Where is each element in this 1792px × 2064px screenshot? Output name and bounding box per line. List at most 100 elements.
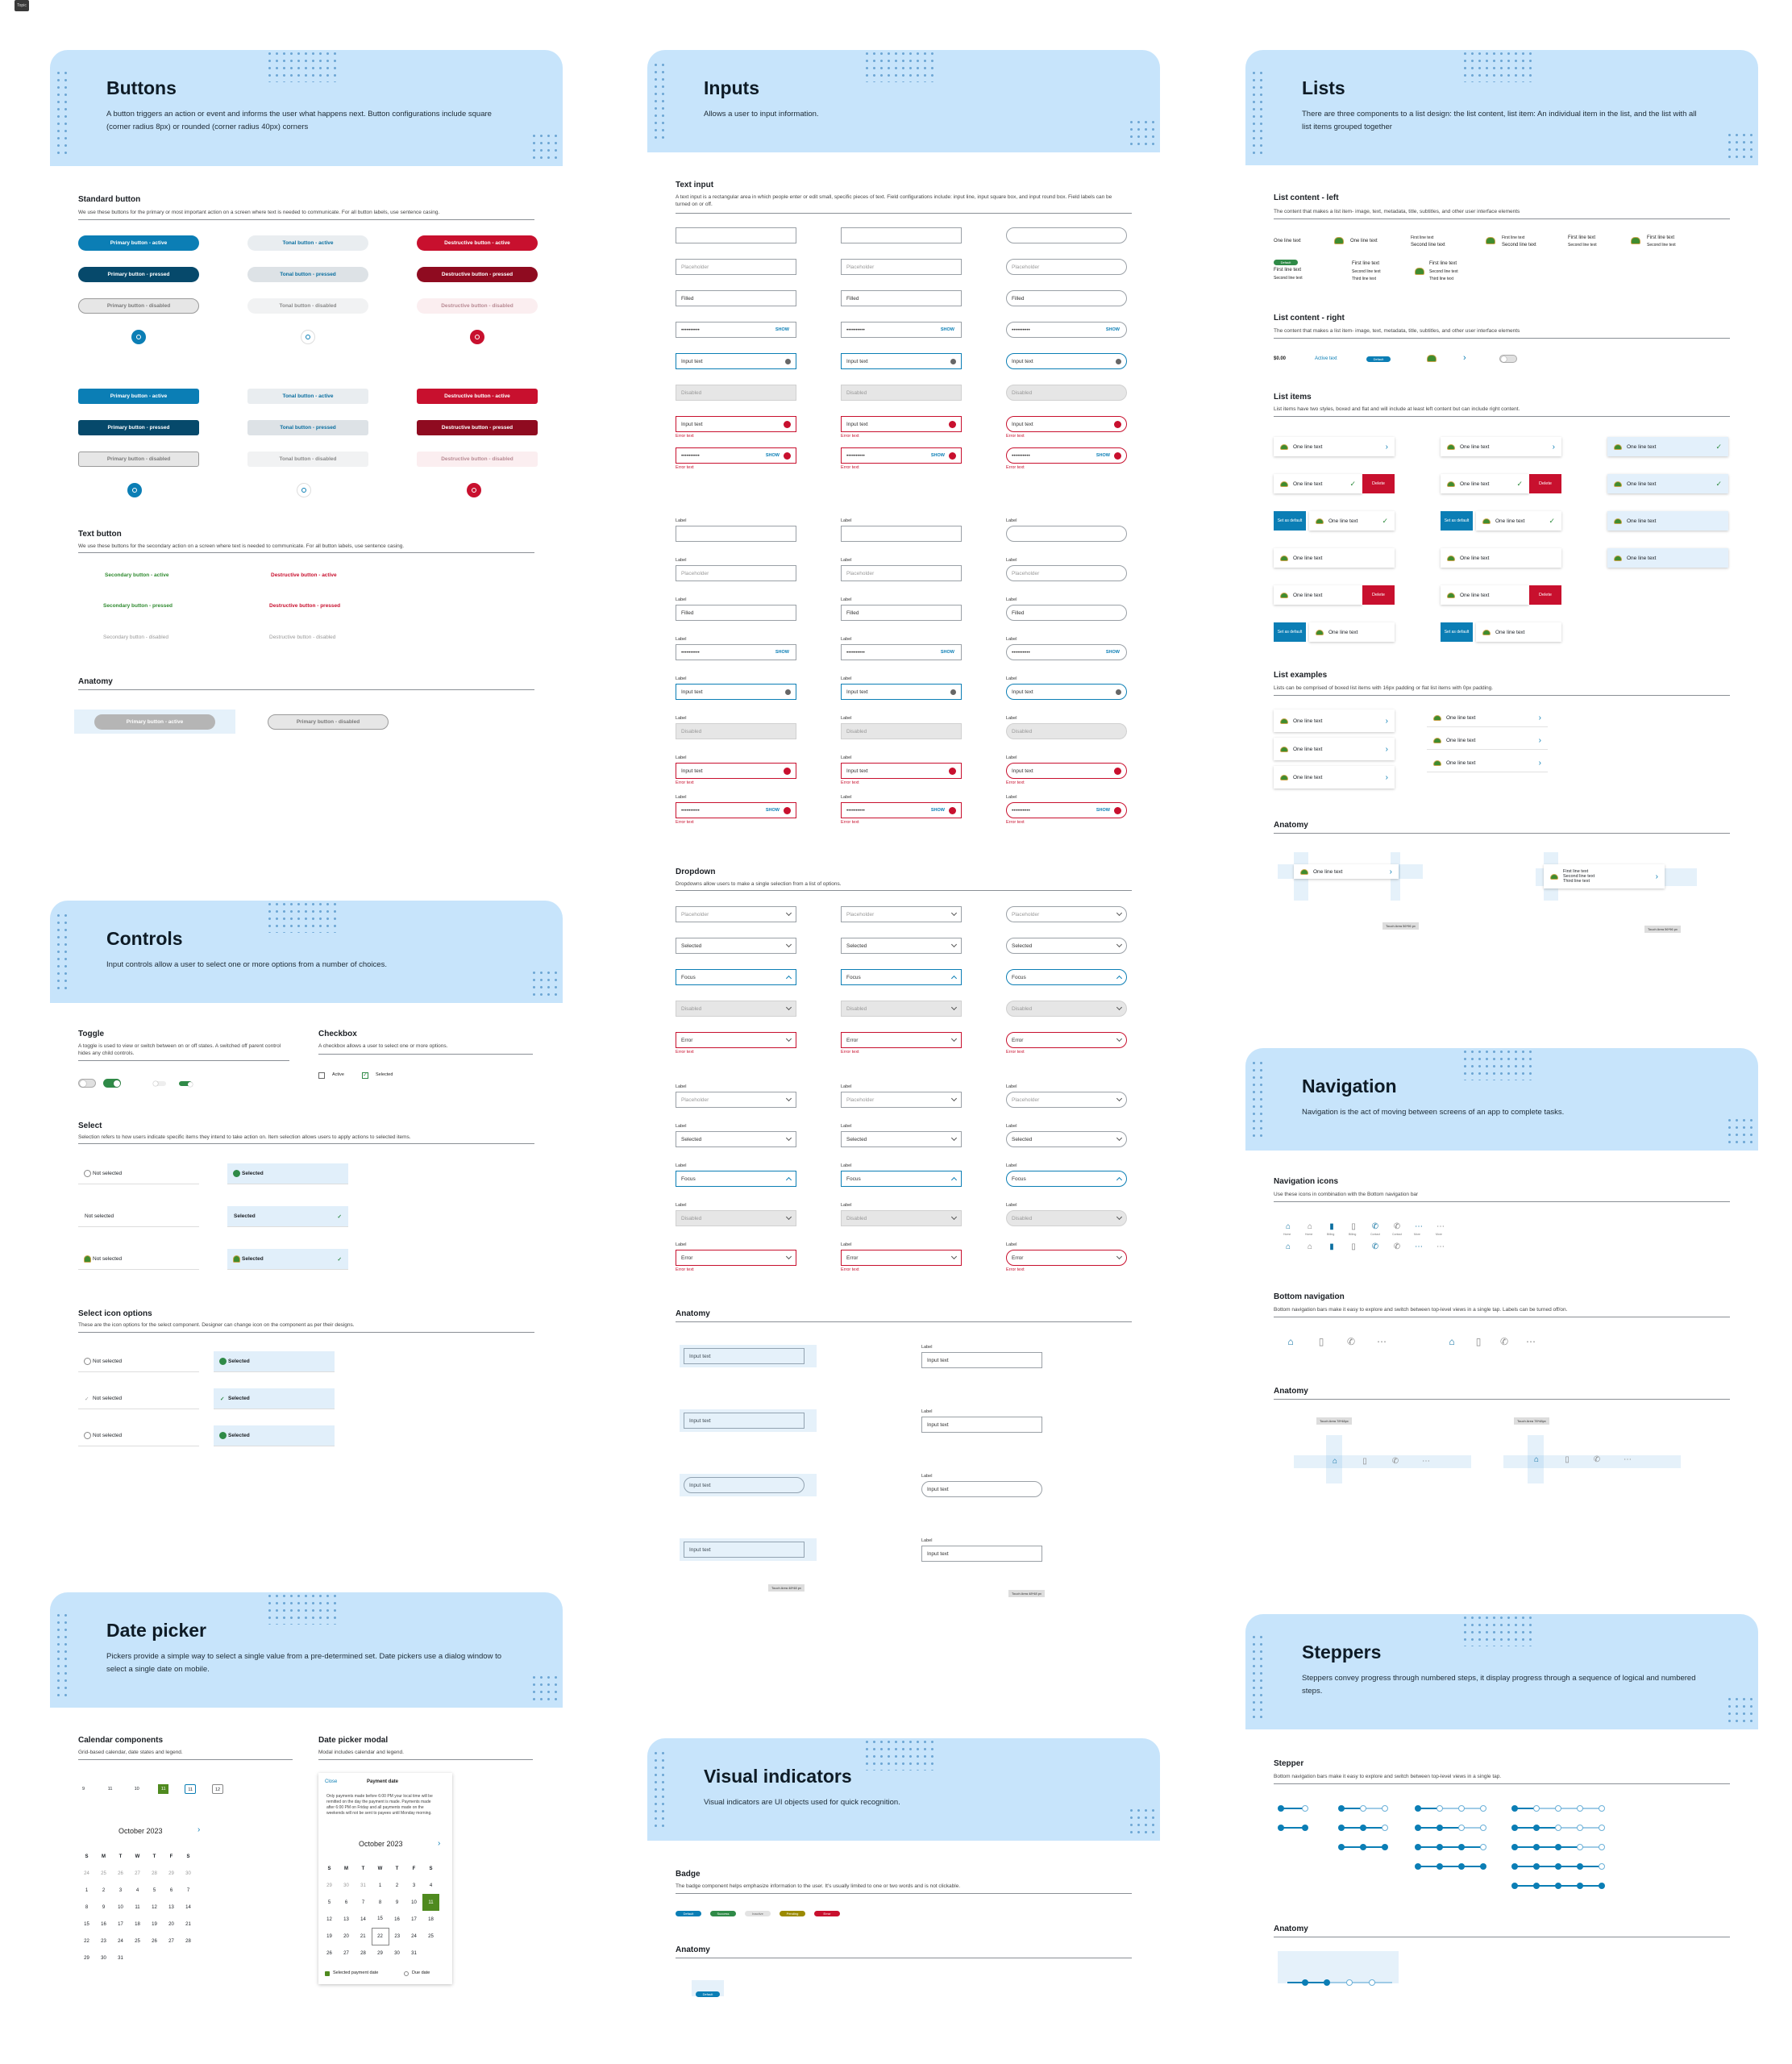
calendar-day[interactable]: 19 <box>152 1921 157 1927</box>
dropdown[interactable]: Disabled <box>1006 1210 1127 1226</box>
dropdown[interactable]: Disabled <box>841 1001 962 1017</box>
text-input[interactable]: Input text <box>676 416 796 432</box>
calendar-day[interactable]: 27 <box>168 1938 174 1944</box>
text-input[interactable]: •••••••••• SHOW <box>1006 644 1127 660</box>
calendar-day[interactable]: 3 <box>412 1883 416 1888</box>
tonal-disabled-button[interactable]: Tonal button - disabled <box>247 298 368 314</box>
calendar-next-icon[interactable]: › <box>197 1825 201 1834</box>
date-state-cell[interactable]: 12 <box>212 1784 223 1794</box>
destructive-icon-button-2[interactable] <box>467 483 481 497</box>
text-input[interactable]: Input text <box>676 684 796 700</box>
calendar-day[interactable]: 2 <box>102 1887 106 1893</box>
billing-outline-icon[interactable]: ▯ <box>1351 1242 1356 1251</box>
calendar-day[interactable]: 31 <box>118 1955 123 1961</box>
dropdown[interactable]: Error <box>841 1032 962 1048</box>
primary-disabled-button[interactable]: Primary button - disabled <box>78 298 199 314</box>
list-right-toggle[interactable] <box>1499 355 1517 363</box>
calendar-day[interactable]: 11 <box>135 1904 140 1910</box>
clear-icon[interactable] <box>950 689 956 695</box>
dropdown[interactable]: Focus <box>676 969 796 985</box>
date-state-cell[interactable]: 10 <box>134 1787 139 1791</box>
contact-filled-icon[interactable]: ✆ <box>1371 1222 1379 1231</box>
icon-option-circle-check-selected[interactable]: Selected <box>214 1425 335 1446</box>
dropdown[interactable]: Error <box>1006 1032 1127 1048</box>
home-outline-icon[interactable]: ⌂ <box>1307 1242 1313 1251</box>
show-password-button[interactable]: SHOW <box>940 327 954 332</box>
date-state-cell[interactable]: 9 <box>82 1787 85 1791</box>
checkbox-active[interactable] <box>318 1072 325 1079</box>
calendar-day[interactable]: 31 <box>411 1950 417 1956</box>
billing-filled-icon[interactable]: ▮ <box>1329 1222 1334 1231</box>
calendar-day[interactable]: 1 <box>378 1883 382 1888</box>
contact-outline-icon[interactable]: ✆ <box>1393 1242 1401 1251</box>
destructive-active-square-button[interactable]: Destructive button - active <box>417 389 538 404</box>
calendar-day[interactable]: 13 <box>343 1916 349 1922</box>
text-input[interactable]: Disabled <box>1006 385 1127 401</box>
text-input[interactable]: Placeholder <box>1006 259 1127 275</box>
calendar-day[interactable]: 5 <box>327 1900 331 1905</box>
calendar-day[interactable]: 30 <box>394 1950 400 1956</box>
destructive-active-text-button[interactable]: Destructive button - active <box>271 572 337 578</box>
select-row-selected-3[interactable]: Selected ✓ <box>227 1249 348 1270</box>
toggle-off-small[interactable] <box>153 1081 166 1086</box>
delete-button[interactable]: Delete <box>1362 474 1395 493</box>
destructive-pressed-button[interactable]: Destructive button - pressed <box>417 267 538 282</box>
delete-button[interactable]: Delete <box>1362 585 1395 605</box>
calendar-day[interactable]: 8 <box>85 1904 89 1910</box>
calendar-day[interactable]: 9 <box>395 1900 399 1905</box>
list-item[interactable]: One line text <box>1274 585 1362 605</box>
text-input[interactable]: Placeholder <box>1006 565 1127 581</box>
home-filled-icon[interactable]: ⌂ <box>1285 1222 1291 1231</box>
billing-filled-icon[interactable]: ▮ <box>1329 1242 1334 1251</box>
text-input[interactable]: Filled <box>1006 290 1127 306</box>
text-input[interactable]: Placeholder <box>676 565 796 581</box>
dropdown[interactable]: Placeholder <box>676 906 796 922</box>
show-password-button[interactable]: SHOW <box>1105 650 1120 655</box>
dropdown[interactable]: Error <box>841 1250 962 1266</box>
billing-icon[interactable]: ▯ <box>1475 1336 1482 1347</box>
select-row-not-selected-2[interactable]: Not selected <box>78 1206 199 1227</box>
date-state-cell[interactable]: 11 <box>158 1784 169 1794</box>
list-example-boxed-item[interactable]: One line text › <box>1274 738 1395 760</box>
destructive-disabled-button[interactable]: Destructive button - disabled <box>417 298 538 314</box>
calendar-day[interactable]: 22 <box>371 1927 389 1945</box>
tonal-icon-button[interactable] <box>301 330 315 344</box>
show-password-button[interactable]: SHOW <box>775 327 789 332</box>
text-input[interactable]: Filled <box>841 605 962 621</box>
calendar-day[interactable]: 5 <box>152 1887 156 1893</box>
calendar-day[interactable] <box>129 1950 146 1966</box>
calendar-day[interactable]: 23 <box>394 1933 401 1939</box>
destructive-icon-button[interactable] <box>470 330 484 344</box>
calendar-day[interactable]: 25 <box>101 1870 106 1876</box>
text-input[interactable]: Input text <box>841 684 962 700</box>
dropdown[interactable]: Placeholder <box>1006 906 1127 922</box>
calendar-day[interactable]: 21 <box>185 1921 191 1927</box>
dropdown[interactable]: Placeholder <box>1006 1092 1127 1108</box>
tonal-active-square-button[interactable]: Tonal button - active <box>247 389 368 404</box>
calendar-day[interactable]: 16 <box>394 1916 400 1922</box>
calendar-day[interactable]: 29 <box>377 1950 383 1956</box>
text-input[interactable]: Disabled <box>841 385 962 401</box>
tonal-pressed-button[interactable]: Tonal button - pressed <box>247 267 368 282</box>
calendar-day[interactable]: 24 <box>118 1938 123 1944</box>
set-default-button[interactable]: Set as default <box>1274 622 1306 642</box>
destructive-pressed-text-button[interactable]: Destructive button - pressed <box>269 603 341 609</box>
home-filled-icon[interactable]: ⌂ <box>1285 1242 1291 1251</box>
calendar-day[interactable]: 24 <box>411 1933 417 1939</box>
calendar-day[interactable]: 11 <box>422 1894 439 1911</box>
list-item[interactable]: One line text ✓ <box>1309 511 1395 531</box>
text-input[interactable]: Input text <box>1006 416 1127 432</box>
text-input[interactable]: •••••••••• SHOW <box>841 802 962 818</box>
checkbox-selected[interactable]: ✓ <box>362 1072 368 1079</box>
billing-outline-icon[interactable]: ▯ <box>1351 1222 1356 1231</box>
calendar-day[interactable]: 30 <box>185 1870 191 1876</box>
calendar-day[interactable]: 29 <box>168 1870 174 1876</box>
secondary-pressed-text-button[interactable]: Secondary button - pressed <box>103 603 173 609</box>
text-input[interactable]: Input text <box>1006 353 1127 369</box>
list-item[interactable]: One line text › <box>1274 437 1395 456</box>
set-default-button[interactable]: Set as default <box>1441 511 1473 531</box>
text-input[interactable]: •••••••••• SHOW <box>1006 802 1127 818</box>
calendar-day[interactable]: 24 <box>84 1870 89 1876</box>
dropdown[interactable]: Selected <box>1006 1131 1127 1147</box>
set-default-button[interactable]: Set as default <box>1274 511 1306 531</box>
